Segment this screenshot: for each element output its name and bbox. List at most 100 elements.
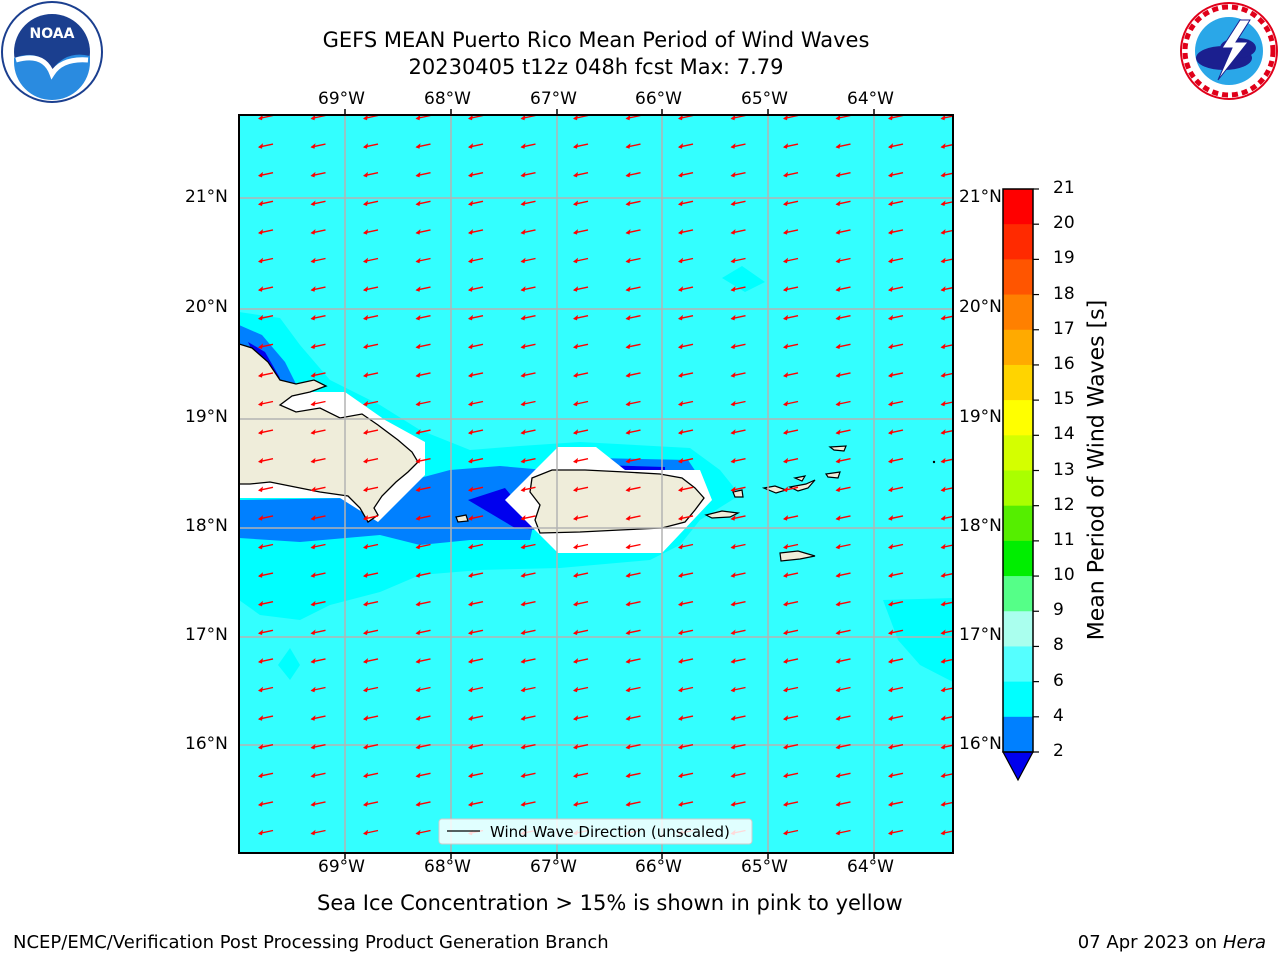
wind-wave-arrow-head	[940, 429, 946, 435]
wind-wave-arrow-head	[468, 457, 473, 464]
wind-wave-arrow-head	[625, 629, 631, 635]
colorbar	[1001, 188, 1039, 782]
wind-wave-arrow-head	[363, 686, 368, 693]
wind-wave-arrow-head	[363, 457, 368, 464]
wind-wave-arrow-head	[835, 572, 841, 578]
colorbar-block	[1003, 646, 1033, 683]
wind-wave-arrow-head	[835, 543, 841, 550]
wind-wave-arrow-head	[520, 715, 526, 721]
wind-wave-arrow-head	[888, 572, 893, 578]
wind-wave-arrow-head	[258, 286, 263, 292]
wind-wave-arrow-head	[730, 457, 736, 464]
wind-wave-arrow-head	[783, 515, 788, 521]
wind-wave-arrow-head	[310, 143, 316, 149]
wind-wave-arrow-head	[783, 343, 788, 349]
lat-label-right: 19°N	[959, 407, 1002, 427]
wind-wave-arrow-head	[783, 572, 788, 578]
wind-wave-arrow-head	[625, 600, 631, 607]
wind-wave-arrow-head	[625, 286, 631, 292]
wind-wave-arrow-head	[625, 572, 631, 578]
lon-label-top: 67°W	[530, 89, 577, 109]
wind-wave-arrow-head	[573, 429, 578, 435]
wind-wave-arrow-head	[258, 486, 263, 492]
wind-wave-arrow-head	[835, 115, 841, 121]
wind-wave-arrow-head	[520, 400, 526, 407]
wind-wave-arrow-head	[730, 801, 736, 807]
wind-wave-arrow-head	[678, 429, 683, 435]
wind-wave-arrow-head	[783, 286, 788, 292]
lat-label-right: 17°N	[959, 625, 1002, 645]
wind-wave-arrow-head	[888, 829, 893, 836]
wind-wave-arrow-head	[940, 658, 946, 664]
wind-wave-arrow-head	[258, 801, 263, 807]
wind-wave-arrow-head	[363, 486, 368, 492]
wind-wave-arrow-head	[520, 686, 526, 693]
wind-wave-arrow-head	[783, 200, 788, 206]
nws-logo-icon	[1180, 2, 1278, 100]
wind-wave-arrow-head	[573, 572, 578, 578]
colorbar-extend-triangle	[1001, 751, 1035, 782]
colorbar-tick-label: 14	[1053, 424, 1075, 445]
wind-wave-arrow-head	[940, 743, 946, 750]
wind-wave-arrow-head	[940, 372, 946, 378]
colorbar-label: Mean Period of Wind Waves [s]	[1084, 299, 1110, 641]
wind-wave-arrow-head	[258, 257, 263, 264]
wind-wave-arrow-head	[783, 743, 788, 750]
wind-wave-arrow-head	[258, 115, 263, 121]
wind-wave-arrow-head	[940, 115, 946, 121]
lon-label-top: 68°W	[424, 89, 471, 109]
colorbar-block	[1003, 294, 1033, 331]
wind-wave-arrow-head	[678, 171, 683, 178]
wind-wave-arrow-head	[730, 629, 736, 635]
wind-wave-arrow-head	[573, 314, 578, 321]
wind-wave-arrow-head	[258, 229, 263, 235]
land-hispaniola	[239, 343, 419, 523]
map-legend	[438, 818, 753, 845]
wind-wave-arrow-head	[415, 343, 421, 349]
colorbar-block	[1003, 470, 1033, 507]
wind-wave-arrow-head	[888, 629, 893, 635]
wind-wave-arrow-head	[730, 343, 736, 349]
wind-wave-arrow-head	[940, 829, 946, 836]
wind-wave-arrow-head	[310, 715, 316, 721]
wind-wave-arrow-head	[468, 429, 473, 435]
wind-wave-arrow-head	[310, 429, 316, 435]
wind-wave-arrow-head	[573, 801, 578, 807]
wind-wave-arrow-head	[940, 257, 946, 264]
wind-wave-arrow-head	[730, 286, 736, 292]
wind-wave-arrow-head	[625, 314, 631, 321]
wind-wave-arrow-head	[730, 486, 736, 492]
wind-wave-arrow-head	[783, 600, 788, 607]
wind-wave-arrow-head	[888, 686, 893, 693]
wind-wave-arrow-head	[258, 372, 263, 378]
wind-wave-arrow-head	[310, 600, 316, 607]
wind-wave-arrow-head	[573, 400, 578, 407]
wind-wave-arrow-head	[415, 286, 421, 292]
wind-wave-arrow-head	[468, 286, 473, 292]
wind-wave-arrow-head	[258, 200, 263, 206]
lat-label-right: 16°N	[959, 734, 1002, 754]
wind-wave-arrow-head	[835, 829, 841, 836]
wind-wave-arrow-head	[415, 372, 421, 378]
wind-wave-arrow-head	[730, 257, 736, 264]
wind-wave-arrow-head	[625, 772, 631, 778]
graticule	[239, 115, 953, 853]
wind-wave-arrow-head	[625, 343, 631, 349]
colorbar-tick-label: 16	[1053, 353, 1075, 374]
lon-label-bottom: 65°W	[741, 857, 788, 877]
wind-wave-arrow-head	[625, 515, 631, 521]
wind-wave-arrow-head	[468, 801, 473, 807]
wind-wave-arrow-head	[940, 171, 946, 178]
lat-label-right: 21°N	[959, 187, 1002, 207]
wind-wave-arrow-head	[468, 772, 473, 778]
wind-wave-arrow-head	[415, 686, 421, 693]
colorbar-block	[1003, 189, 1033, 225]
wind-wave-arrow-head	[835, 400, 841, 407]
wind-wave-arrow-head	[678, 658, 683, 664]
colorbar-tick-label: 13	[1053, 459, 1075, 480]
map-legend-label: Wind Wave Direction (unscaled)	[490, 823, 730, 841]
wind-wave-arrow-head	[415, 115, 421, 121]
footer-machine: Hera	[1222, 932, 1266, 953]
wind-wave-arrow-head	[625, 658, 631, 664]
wind-wave-arrow-head	[520, 372, 526, 378]
